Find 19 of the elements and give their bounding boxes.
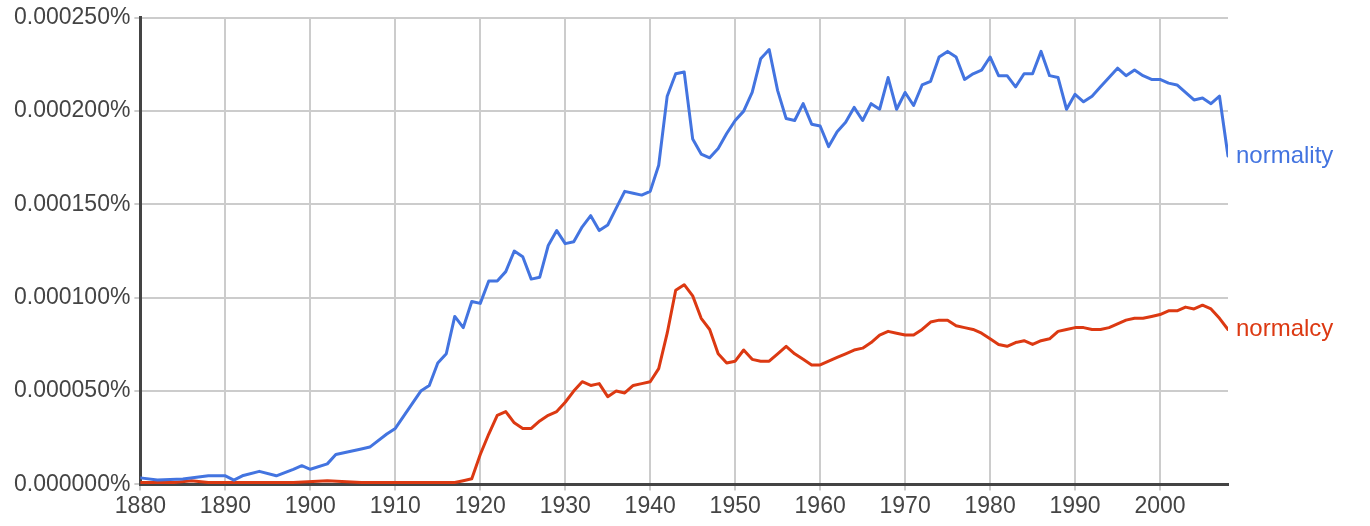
x-tick-label: 1900 — [284, 491, 336, 518]
series-label: normalcy — [1236, 314, 1334, 342]
y-tick-label: 0.000200% — [13, 96, 131, 123]
x-tick-label: 2000 — [1134, 491, 1186, 518]
y-tick-label: 0.000050% — [13, 376, 131, 403]
x-tick-label: 1990 — [1049, 491, 1101, 518]
x-tick-label: 1950 — [709, 491, 761, 518]
y-tick-label: 0.000100% — [13, 283, 131, 310]
x-tick-label: 1970 — [879, 491, 931, 518]
x-tick-label: 1960 — [794, 491, 846, 518]
x-tick-label: 1890 — [199, 491, 251, 518]
x-tick-label: 1910 — [369, 491, 421, 518]
x-tick-label: 1920 — [454, 491, 506, 518]
x-tick-label: 1930 — [539, 491, 591, 518]
y-tick-label: 0.000250% — [13, 3, 131, 30]
y-tick-label: 0.000150% — [13, 189, 131, 216]
x-tick-label: 1980 — [964, 491, 1016, 518]
x-tick-label: 1940 — [624, 491, 676, 518]
series-label: normality — [1236, 140, 1334, 168]
